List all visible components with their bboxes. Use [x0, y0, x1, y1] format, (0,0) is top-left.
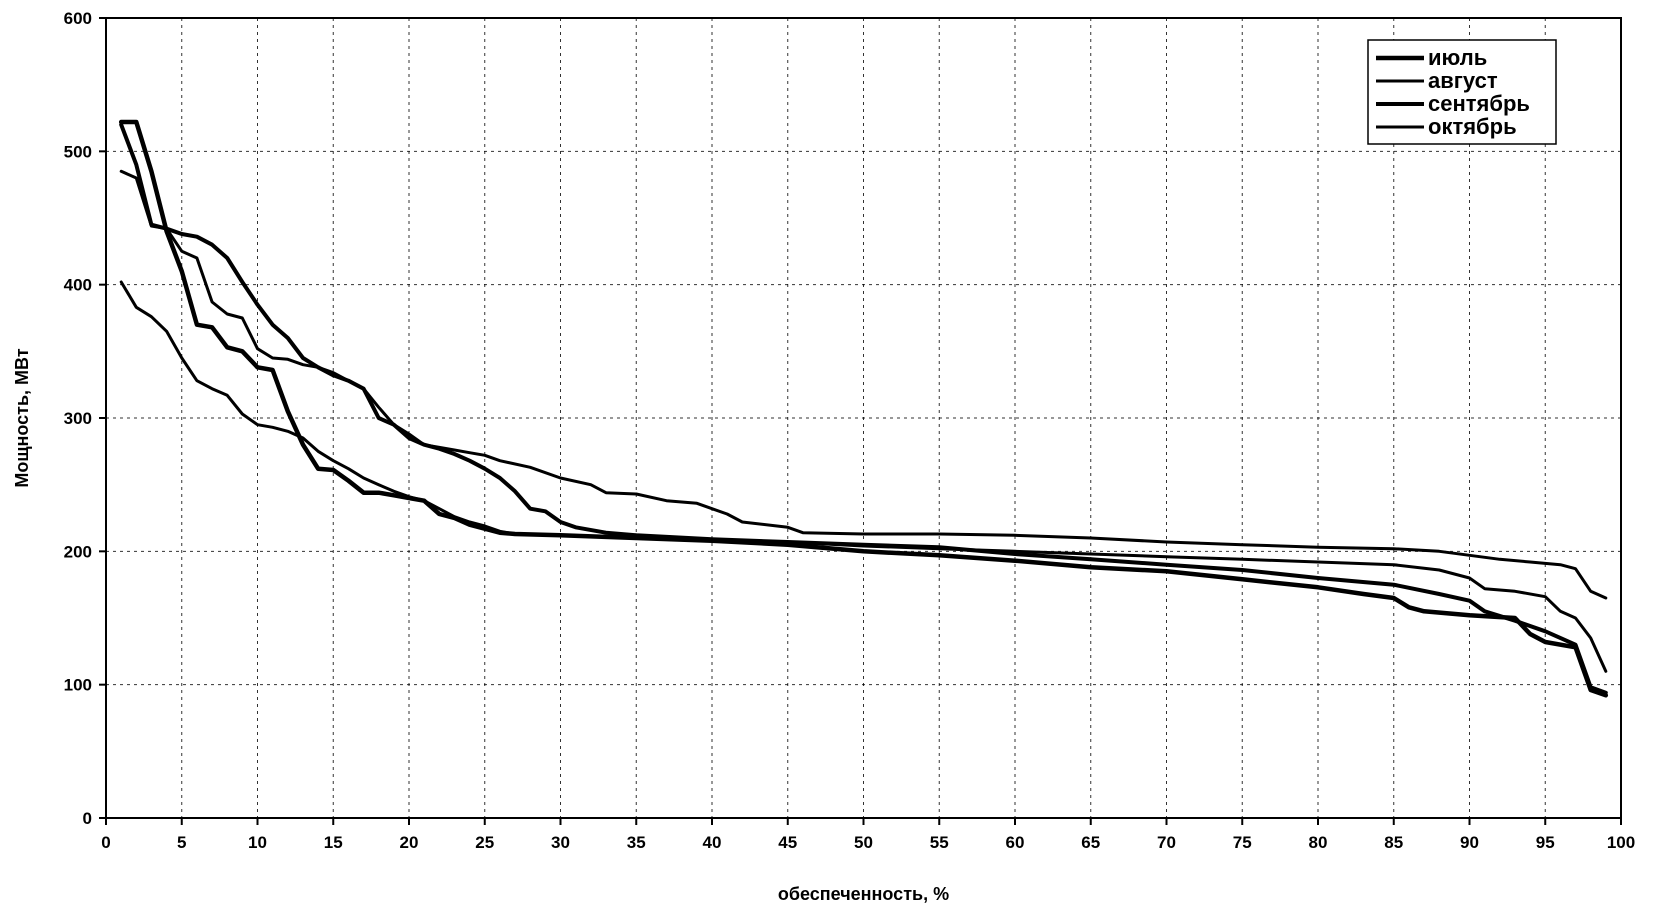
x-tick-label: 95	[1536, 833, 1555, 852]
x-tick-label: 5	[177, 833, 186, 852]
y-axis-title: Мощность, МВт	[12, 348, 32, 487]
axis-ticks: 0 5 10 15 20 25 30 35 40 45 50 55 60 65 70 75 80 85 90 95 10…	[64, 9, 1636, 852]
series-line-3	[119, 169, 1608, 600]
y-tick-label: 400	[64, 276, 92, 295]
x-tick-label: 80	[1309, 833, 1328, 852]
series-line-2	[119, 122, 1608, 695]
x-tick-label: 65	[1081, 833, 1100, 852]
y-tick-label: 0	[83, 809, 92, 828]
x-tick-label: 85	[1384, 833, 1403, 852]
x-tick-label: 75	[1233, 833, 1252, 852]
legend-label: сентябрь	[1428, 91, 1530, 116]
x-tick-label: 25	[475, 833, 494, 852]
x-tick-label: 10	[248, 833, 267, 852]
y-tick-label: 100	[64, 676, 92, 695]
x-tick-label: 70	[1157, 833, 1176, 852]
x-tick-label: 30	[551, 833, 570, 852]
legend-label: август	[1428, 68, 1498, 93]
x-tick-label: 55	[930, 833, 949, 852]
x-tick-label: 0	[101, 833, 110, 852]
x-tick-label: 50	[854, 833, 873, 852]
x-tick-label: 100	[1607, 833, 1635, 852]
x-tick-label: 45	[778, 833, 797, 852]
x-tick-label: 90	[1460, 833, 1479, 852]
y-tick-label: 300	[64, 409, 92, 428]
x-tick-label: 60	[1006, 833, 1025, 852]
legend-label: июль	[1428, 45, 1487, 70]
x-tick-label: 40	[703, 833, 722, 852]
x-tick-label: 35	[627, 833, 646, 852]
x-axis-title: обеспеченность, %	[778, 884, 949, 904]
y-tick-label: 500	[64, 142, 92, 161]
series-line-0	[118, 119, 1609, 698]
series-line-1	[119, 280, 1608, 673]
series-lines	[118, 119, 1609, 698]
x-tick-label: 15	[324, 833, 343, 852]
legend-label: октябрь	[1428, 114, 1517, 139]
y-tick-label: 600	[64, 9, 92, 28]
grid-lines	[106, 18, 1621, 818]
x-tick-label: 20	[400, 833, 419, 852]
y-tick-label: 200	[64, 542, 92, 561]
